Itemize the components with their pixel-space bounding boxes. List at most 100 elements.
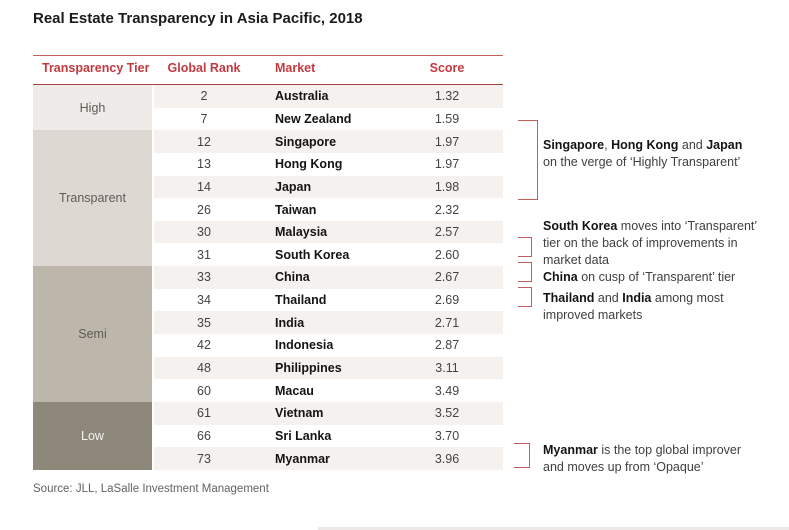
annotation-line: Thailand and India among most (543, 291, 724, 305)
table-row: 14 Japan 1.98 (154, 175, 503, 199)
tier-label: Low (81, 429, 104, 444)
cell-market: Malaysia (275, 224, 328, 239)
cell-market: Myanmar (275, 451, 330, 466)
cell-score: 3.52 (434, 406, 460, 421)
tier-cell-transparent: Transparent (33, 130, 152, 267)
cell-global-rank: 33 (197, 270, 211, 285)
source-note: Source: JLL, LaSalle Investment Manageme… (33, 483, 269, 495)
cell-global-rank: 12 (197, 134, 211, 149)
cell-market: Japan (275, 179, 312, 194)
cell-global-rank: 26 (197, 202, 211, 217)
table-row: 30 Malaysia 2.57 (154, 220, 503, 244)
header-rule-bottom (33, 84, 503, 85)
tier-label: Transparent (59, 191, 126, 206)
col-header-score: Score (429, 61, 465, 75)
table-row: 31 South Korea 2.60 (154, 243, 503, 266)
table-row: 2 Australia 1.32 (154, 85, 503, 108)
cell-score: 3.96 (434, 451, 460, 466)
cell-global-rank: 42 (197, 338, 211, 353)
cell-global-rank: 34 (197, 292, 211, 307)
annotation-line: South Korea moves into ‘Transparent’ (543, 219, 758, 233)
cell-market: China (275, 270, 310, 285)
annotation-line: on the verge of ‘Highly Transparent’ (543, 155, 741, 169)
cell-market: Sri Lanka (275, 428, 332, 443)
annotation-line: Myanmar is the top global improver (543, 443, 742, 457)
tier-label: High (79, 100, 106, 115)
cell-score: 3.11 (435, 360, 459, 375)
annotation-thailand-india: Thailand and India among most improved m… (543, 290, 788, 324)
cell-score: 2.57 (434, 224, 460, 239)
annotation-bracket-singapore-hongkong-japan (518, 120, 538, 200)
cell-score: 3.70 (434, 428, 460, 443)
col-header-transparency-tier: Transparency Tier (42, 61, 150, 75)
annotation-china: China on cusp of ‘Transparent’ tier (543, 269, 788, 286)
cell-market: Hong Kong (275, 156, 343, 171)
annotation-bracket-china (518, 262, 532, 282)
cell-global-rank: 13 (197, 156, 211, 171)
cell-global-rank: 35 (197, 315, 211, 330)
cell-market: Singapore (275, 134, 337, 149)
cell-market: Australia (275, 89, 329, 104)
cell-global-rank: 61 (197, 406, 211, 421)
cell-score: 1.32 (434, 89, 460, 104)
cell-global-rank: 66 (197, 428, 211, 443)
cell-global-rank: 48 (197, 360, 211, 375)
cell-global-rank: 2 (200, 89, 208, 104)
table-row: 42 Indonesia 2.87 (154, 334, 503, 357)
cell-score: 2.32 (434, 202, 460, 217)
table-row: 48 Philippines 3.11 (154, 356, 503, 380)
cell-global-rank: 60 (197, 383, 211, 398)
annotation-bracket-myanmar (514, 443, 530, 468)
cell-market: New Zealand (275, 111, 352, 126)
col-header-global-rank: Global Rank (167, 61, 241, 75)
table-row: 61 Vietnam 3.52 (154, 401, 503, 425)
cell-market: Indonesia (275, 338, 334, 353)
tier-cell-low: Low (33, 402, 152, 470)
page-edge-artifact (318, 527, 789, 530)
annotation-line: market data (543, 253, 610, 267)
cell-market: Thailand (275, 292, 327, 307)
annotation-line: China on cusp of ‘Transparent’ tier (543, 270, 736, 284)
cell-global-rank: 73 (197, 451, 211, 466)
cell-score: 1.97 (434, 134, 460, 149)
cell-score: 2.69 (434, 292, 460, 307)
chart-title: Real Estate Transparency in Asia Pacific… (33, 10, 363, 27)
table-row: 60 Macau 3.49 (154, 379, 503, 402)
cell-market: South Korea (275, 247, 350, 262)
annotation-line: improved markets (543, 308, 643, 322)
cell-score: 2.87 (434, 338, 460, 353)
table-row: 34 Thailand 2.69 (154, 289, 503, 312)
table-row: 7 New Zealand 1.59 (154, 108, 503, 131)
table-body: 2 Australia 1.32 7 New Zealand 1.59 12 Singap… (154, 85, 503, 470)
tier-cell-semi: Semi (33, 266, 152, 403)
cell-market: India (275, 315, 305, 330)
cell-score: 2.60 (434, 247, 460, 262)
table-row: 73 Myanmar 3.96 (154, 447, 503, 470)
cell-market: Philippines (275, 360, 342, 375)
col-header-market: Market (275, 61, 316, 75)
cell-market: Macau (275, 383, 314, 398)
annotation-line: Singapore, Hong Kong and Japan (543, 138, 743, 152)
cell-global-rank: 30 (197, 224, 211, 239)
cell-score: 2.71 (434, 315, 460, 330)
table-row: 33 China 2.67 (154, 266, 503, 289)
annotation-line: tier on the back of improvements in (543, 236, 738, 250)
cell-global-rank: 7 (200, 111, 208, 126)
cell-market: Vietnam (275, 406, 324, 421)
cell-score: 1.97 (434, 156, 460, 171)
annotation-singapore-hongkong-japan: Singapore, Hong Kong and Japan on the ve… (543, 137, 788, 171)
table-row: 13 Hong Kong 1.97 (154, 153, 503, 176)
annotation-line: and moves up from ‘Opaque’ (543, 460, 704, 474)
cell-global-rank: 31 (197, 247, 211, 262)
table-row: 12 Singapore 1.97 (154, 130, 503, 153)
table-row: 26 Taiwan 2.32 (154, 198, 503, 221)
tier-column: High Transparent Semi Low (33, 85, 152, 470)
cell-score: 1.98 (434, 179, 460, 194)
tier-cell-high: High (33, 85, 152, 131)
annotation-south-korea: South Korea moves into ‘Transparent’ tie… (543, 218, 788, 269)
table-row: 35 India 2.71 (154, 311, 503, 335)
cell-global-rank: 14 (197, 179, 211, 194)
tier-label: Semi (78, 327, 107, 342)
table-row: 66 Sri Lanka 3.70 (154, 425, 503, 448)
